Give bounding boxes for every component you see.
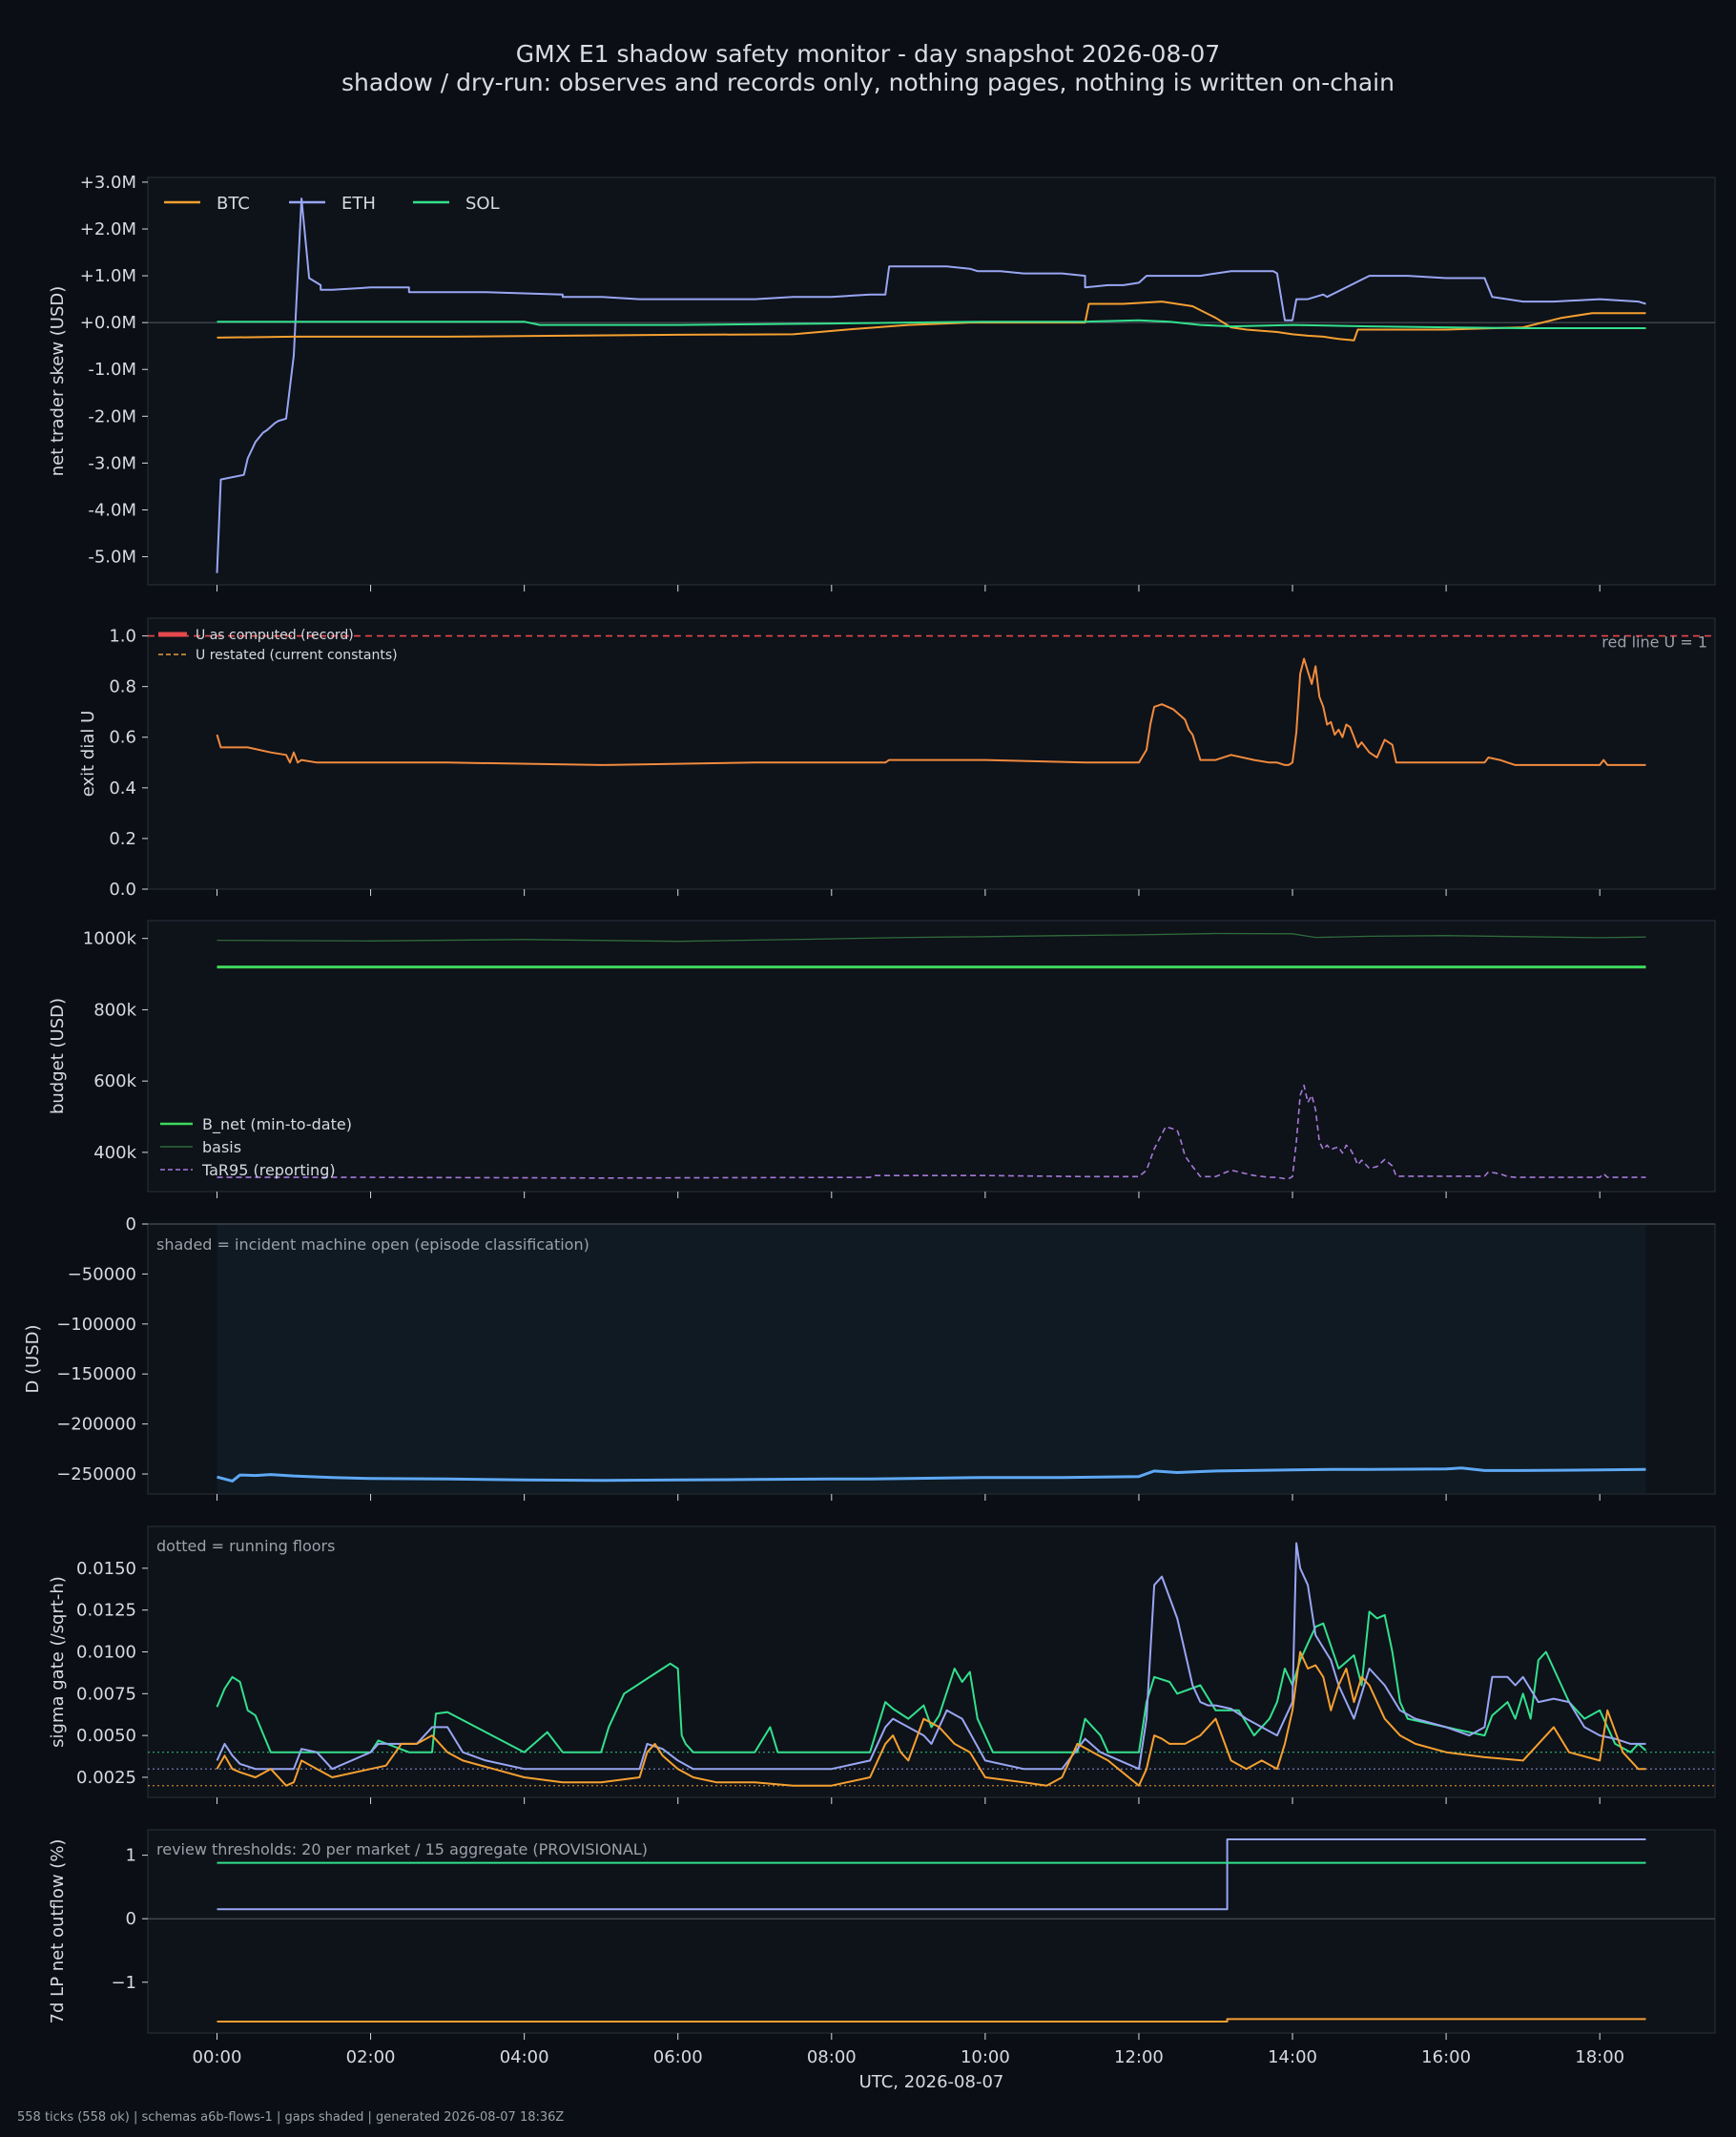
y-tick-label: −200000 xyxy=(56,1415,136,1435)
y-tick-label: 1.0 xyxy=(109,627,136,647)
y-tick-label: 800k xyxy=(93,1000,136,1020)
y-tick-label: -2.0M xyxy=(88,406,136,426)
y-tick-label: 0.6 xyxy=(109,728,136,748)
series-line-sol xyxy=(217,319,1646,329)
y-tick-label: 0.8 xyxy=(109,677,136,697)
panel-5 xyxy=(142,1525,1716,1804)
series-line-tar95-reporting xyxy=(217,1084,1646,1180)
x-tick-label: 14:00 xyxy=(1268,2047,1317,2067)
y-tick-label: 0.4 xyxy=(109,778,136,799)
y-tick-label: 0.0 xyxy=(109,880,136,900)
legend-label-btc: BTC xyxy=(217,194,250,214)
y-tick-label: 600k xyxy=(93,1071,136,1091)
y-tick-label: −1 xyxy=(111,1973,136,1993)
y-tick-label: +2.0M xyxy=(80,219,136,239)
x-tick-label: 10:00 xyxy=(961,2047,1010,2067)
legend-label-eth: ETH xyxy=(341,194,376,214)
series-line-btc xyxy=(217,301,1646,342)
red-line-annotation: red line U = 1 xyxy=(1602,633,1707,652)
series-line-d xyxy=(217,1466,1646,1483)
series-line-sol xyxy=(216,1610,1647,1753)
x-tick-label: 16:00 xyxy=(1421,2047,1471,2067)
panel-2 xyxy=(142,617,1716,896)
y-tick-label: 0.2 xyxy=(109,829,136,849)
y-tick-label: −150000 xyxy=(56,1364,136,1384)
y-axis-label: D (USD) xyxy=(23,1324,43,1393)
y-tick-label: 0.0025 xyxy=(76,1768,136,1788)
y-tick-label: -1.0M xyxy=(88,360,136,380)
panel-frame xyxy=(147,1829,1716,2034)
series-line-eth xyxy=(216,197,1646,573)
y-tick-label: -5.0M xyxy=(88,548,136,568)
panel-note: dotted = running floors xyxy=(156,1537,335,1555)
y-tick-label: 0.0125 xyxy=(76,1601,136,1621)
panel-note: review thresholds: 20 per market / 15 ag… xyxy=(156,1840,648,1858)
y-tick-label: 0.0050 xyxy=(76,1726,136,1746)
x-axis-label: UTC, 2026-08-07 xyxy=(859,2072,1004,2092)
panel-3 xyxy=(142,920,1716,1198)
y-tick-label: −250000 xyxy=(56,1464,136,1484)
y-axis-label: 7d LP net outflow (%) xyxy=(48,1839,68,2024)
legend-label-u-computed: U as computed (record) xyxy=(196,628,354,643)
x-tick-label: 08:00 xyxy=(807,2047,857,2067)
legend-label-tar95: TaR95 (reporting) xyxy=(201,1161,336,1179)
legend-label-bnet: B_net (min-to-date) xyxy=(202,1115,352,1134)
y-tick-label: 0.0075 xyxy=(76,1684,136,1704)
panel-frame xyxy=(147,176,1716,586)
y-tick-label: +0.0M xyxy=(80,313,136,333)
panel-note: shaded = incident machine open (episode … xyxy=(156,1235,589,1254)
y-tick-label: 400k xyxy=(93,1143,136,1163)
legend-label-sol: SOL xyxy=(465,194,500,214)
y-tick-label: -3.0M xyxy=(88,453,136,473)
panel-4 xyxy=(142,1223,1716,1501)
y-axis-label: net trader skew (USD) xyxy=(48,286,68,477)
incident-shaded-region xyxy=(217,1225,1646,1493)
series-line-eth xyxy=(217,1838,1646,1911)
series-line-btc xyxy=(216,1650,1646,1787)
series-line-btc xyxy=(217,2018,1646,2023)
legend-label-basis: basis xyxy=(202,1138,241,1156)
y-tick-label: +3.0M xyxy=(80,173,136,193)
y-tick-label: 0.0100 xyxy=(76,1642,136,1662)
x-tick-label: 04:00 xyxy=(500,2047,549,2067)
y-axis-label: budget (USD) xyxy=(48,998,68,1114)
y-tick-label: 1 xyxy=(126,1846,136,1866)
y-tick-label: -4.0M xyxy=(88,500,136,520)
y-tick-label: 0 xyxy=(126,1214,136,1234)
chart-title: GMX E1 shadow safety monitor - day snaps… xyxy=(515,40,1221,68)
x-tick-label: 00:00 xyxy=(193,2047,242,2067)
y-tick-label: −50000 xyxy=(68,1264,136,1284)
y-tick-label: −100000 xyxy=(56,1315,136,1335)
panel-frame xyxy=(147,617,1716,890)
y-tick-label: 0.0150 xyxy=(76,1559,136,1579)
chart-subtitle: shadow / dry-run: observes and records o… xyxy=(341,69,1395,96)
x-tick-label: 06:00 xyxy=(653,2047,703,2067)
x-tick-label: 18:00 xyxy=(1575,2047,1624,2067)
footer-status: 558 ticks (558 ok) | schemas a6b-flows-1… xyxy=(17,2110,565,2125)
y-tick-label: 0 xyxy=(126,1909,136,1929)
panel-6 xyxy=(142,1829,1716,2040)
series-line-basis xyxy=(217,932,1646,943)
panel-frame xyxy=(147,920,1716,1193)
x-tick-label: 12:00 xyxy=(1114,2047,1164,2067)
y-axis-label: sigma gate (/sqrt-h) xyxy=(48,1576,68,1748)
series-line-eth xyxy=(216,1542,1646,1771)
x-tick-label: 02:00 xyxy=(346,2047,396,2067)
legend-label-u-restated: U restated (current constants) xyxy=(196,648,398,663)
y-tick-label: +1.0M xyxy=(80,266,136,286)
y-axis-label: exit dial U xyxy=(78,711,98,798)
panel-1 xyxy=(142,176,1716,591)
series-line-u-as-computed-record xyxy=(216,657,1646,766)
y-tick-label: 1000k xyxy=(83,929,137,949)
